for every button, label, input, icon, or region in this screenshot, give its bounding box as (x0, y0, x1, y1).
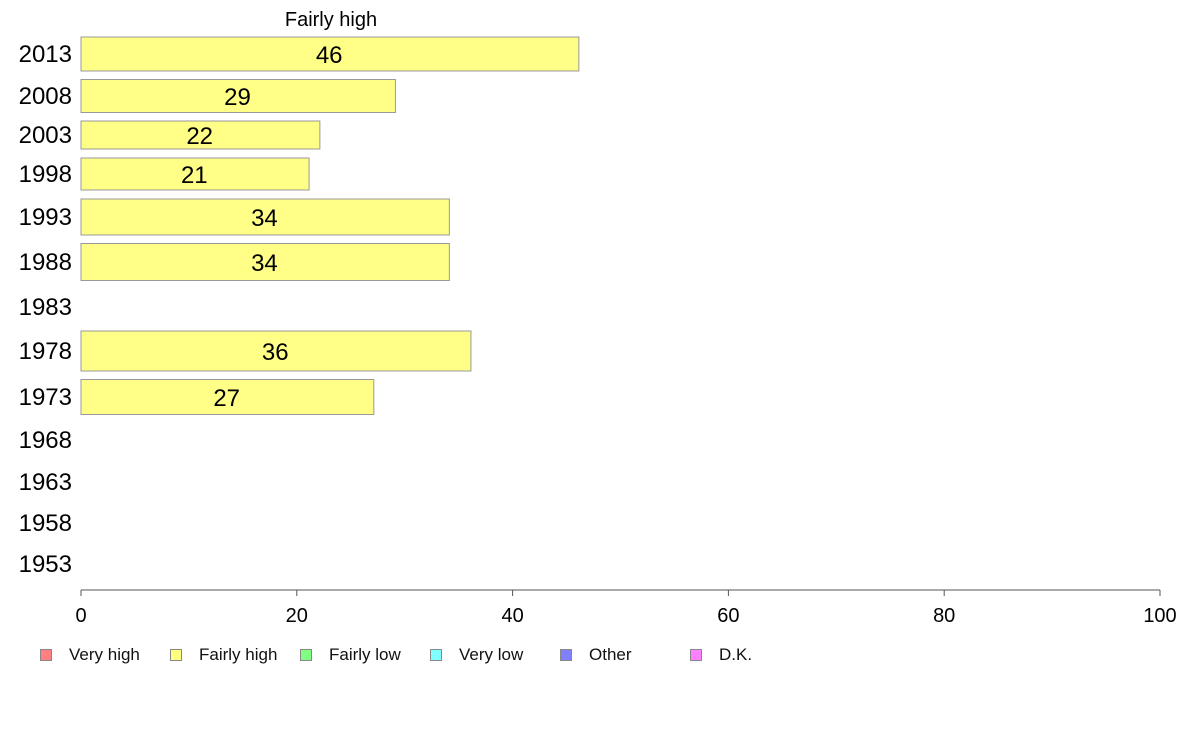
y-tick-label: 1993 (19, 204, 72, 231)
data-label-1978: 36 (262, 339, 289, 366)
legend-item: Very high (40, 644, 140, 666)
x-tick-label: 0 (75, 605, 86, 627)
y-tick-label: 1973 (19, 384, 72, 411)
chart-legend: Very high Fairly high Fairly low Very low Ot… (40, 644, 800, 666)
legend-label: Fairly high (199, 645, 278, 664)
bars-layer: 46 29 22 21 34 34 36 27 (80, 36, 580, 415)
x-tick-label: 80 (933, 605, 955, 627)
legend-label: Fairly low (329, 645, 401, 664)
bar-1988 (80, 243, 450, 281)
x-axis: 0 20 40 60 80 100 (75, 589, 1177, 627)
legend-item: D.K. (690, 644, 752, 666)
y-tick-label: 1988 (19, 249, 72, 276)
bar-2013 (80, 36, 580, 72)
x-tick-label: 20 (286, 605, 308, 627)
legend-swatch (40, 649, 52, 661)
bar-1973 (80, 379, 375, 415)
data-label-1993: 34 (251, 205, 278, 232)
data-label-2008: 29 (224, 84, 251, 111)
y-tick-label: 1958 (19, 510, 72, 537)
data-label-2003: 22 (186, 123, 213, 150)
bar-2003 (80, 120, 321, 150)
legend-swatch (170, 649, 182, 661)
x-tick-label: 60 (717, 605, 739, 627)
data-label-1998: 21 (181, 162, 208, 189)
y-tick-label: 1998 (19, 161, 72, 188)
data-label-1973: 27 (213, 385, 240, 412)
x-tick-label: 100 (1143, 605, 1176, 627)
y-tick-label: 2008 (19, 83, 72, 110)
y-tick-label: 1978 (19, 338, 72, 365)
legend-swatch (300, 649, 312, 661)
data-label-2013: 46 (316, 42, 343, 69)
y-tick-label: 1953 (19, 551, 72, 578)
y-tick-label: 2013 (19, 41, 72, 68)
legend-swatch (690, 649, 702, 661)
legend-label: Very high (69, 645, 140, 664)
chart-title: Fairly high (285, 9, 377, 31)
legend-label: D.K. (719, 645, 753, 664)
data-label-1988: 34 (251, 250, 278, 277)
legend-swatch (560, 649, 572, 661)
bar-2008 (80, 79, 396, 113)
x-tick-label: 40 (501, 605, 523, 627)
legend-item: Very low (430, 644, 523, 666)
y-axis-labels: 2013 2008 2003 1998 1993 1988 1983 1978 1973 1968… (19, 41, 72, 578)
legend-item: Fairly low (300, 644, 401, 666)
y-tick-label: 1963 (19, 469, 72, 496)
legend-label: Very low (459, 645, 524, 664)
y-tick-label: 2003 (19, 122, 72, 149)
legend-item: Fairly high (170, 644, 277, 666)
bar-1998 (80, 157, 310, 191)
y-tick-label: 1983 (19, 294, 72, 321)
legend-label: Other (589, 645, 632, 664)
legend-item: Other (560, 644, 632, 666)
legend-swatch (430, 649, 442, 661)
y-tick-label: 1968 (19, 427, 72, 454)
bar-1978 (80, 330, 472, 372)
bar-1993 (80, 198, 450, 236)
